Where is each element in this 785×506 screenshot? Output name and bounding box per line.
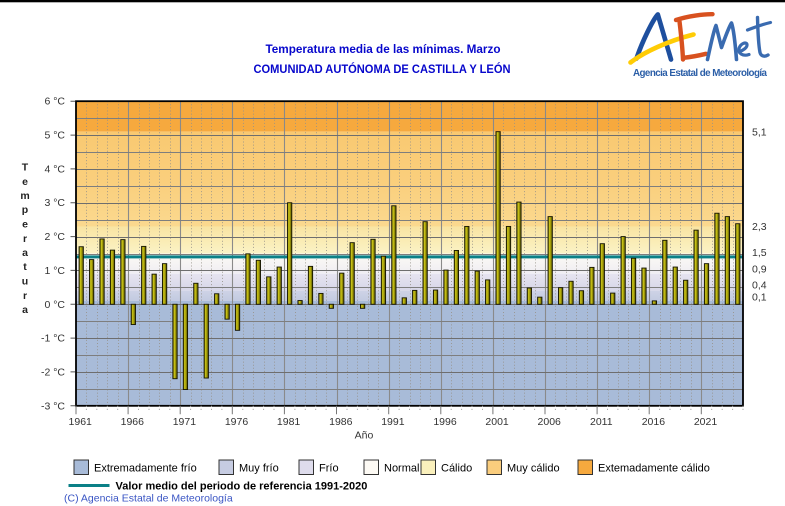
svg-text:Agencia Estatal de Meteorologí: Agencia Estatal de Meteorología [633,68,768,79]
svg-text:t: t [23,261,27,273]
svg-text:1976: 1976 [225,416,249,428]
svg-text:5,1: 5,1 [752,127,767,139]
svg-text:a: a [22,247,28,259]
svg-text:1996: 1996 [433,416,457,428]
svg-text:Muy cálido: Muy cálido [507,463,560,475]
svg-text:r: r [23,233,27,245]
svg-text:r: r [23,290,27,302]
svg-text:1,5: 1,5 [752,247,767,259]
svg-text:1971: 1971 [173,416,197,428]
svg-text:3 °C: 3 °C [44,197,65,209]
svg-text:1991: 1991 [381,416,405,428]
svg-text:m: m [20,190,29,202]
svg-text:2 °C: 2 °C [44,231,65,243]
svg-text:1966: 1966 [121,416,145,428]
svg-text:p: p [22,204,28,216]
svg-text:2016: 2016 [642,416,666,428]
svg-text:a: a [22,304,28,316]
svg-text:Extemadamente cálido: Extemadamente cálido [598,463,710,475]
svg-text:1961: 1961 [69,416,93,428]
svg-text:2,3: 2,3 [752,221,767,233]
svg-text:0,9: 0,9 [752,264,767,276]
svg-text:2001: 2001 [485,416,509,428]
svg-text:Muy frío: Muy frío [239,463,279,475]
svg-text:2011: 2011 [590,416,613,428]
svg-text:1981: 1981 [277,416,301,428]
svg-text:(C) Agencia Estatal de Meteoro: (C) Agencia Estatal de Meteorología [64,493,233,505]
svg-text:Extremadamente frío: Extremadamente frío [94,463,197,475]
svg-text:0 °C: 0 °C [44,299,65,311]
svg-text:e: e [22,219,28,231]
svg-text:0,1: 0,1 [752,292,767,304]
svg-text:0,4: 0,4 [752,280,767,292]
svg-text:Cálido: Cálido [441,463,472,475]
svg-text:e: e [22,176,28,188]
svg-text:-1 °C: -1 °C [41,333,65,345]
svg-text:Frío: Frío [319,463,339,475]
svg-text:-2 °C: -2 °C [41,366,65,378]
svg-text:4 °C: 4 °C [44,163,65,175]
svg-text:-3 °C: -3 °C [41,400,65,412]
svg-text:COMUNIDAD AUTÓNOMA DE CASTILLA: COMUNIDAD AUTÓNOMA DE CASTILLA Y LEÓN [254,61,511,76]
svg-text:2021: 2021 [694,416,718,428]
svg-text:Normal: Normal [384,463,419,475]
svg-text:Valor medio del periodo de ref: Valor medio del periodo de referencia 19… [116,481,368,493]
svg-text:T: T [22,162,29,174]
svg-text:u: u [22,276,28,288]
svg-text:Temperatura media de las mínim: Temperatura media de las mínimas. Marzo [266,42,501,56]
svg-text:5 °C: 5 °C [44,130,65,142]
svg-text:Año: Año [355,430,374,442]
svg-text:2006: 2006 [538,416,562,428]
svg-text:6 °C: 6 °C [44,96,65,108]
svg-text:1 °C: 1 °C [44,265,65,277]
svg-text:1986: 1986 [329,416,353,428]
